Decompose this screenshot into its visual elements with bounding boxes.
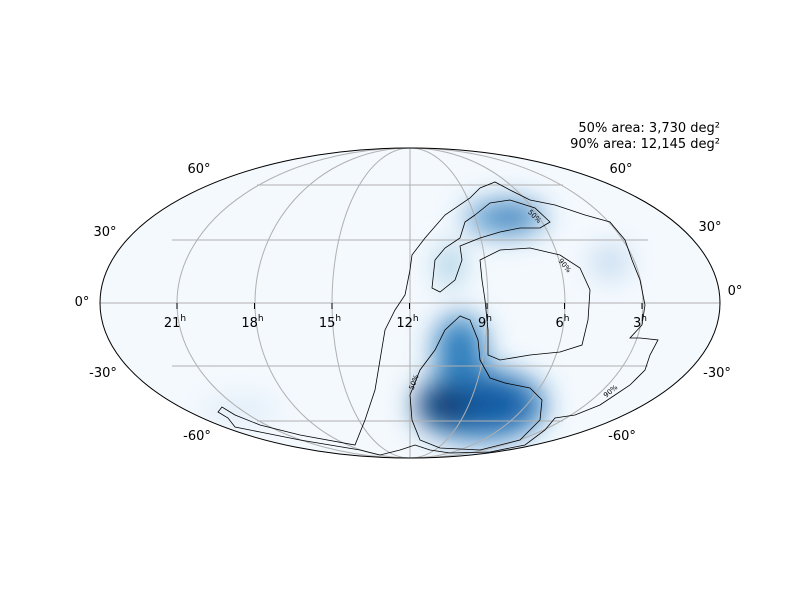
dec-label: 30°: [698, 220, 721, 235]
ra-label: 3h: [633, 314, 647, 331]
dec-label: 60°: [609, 162, 632, 177]
ra-hours: 3: [633, 316, 641, 331]
ra-hours: 6: [556, 316, 564, 331]
ra-label: 12h: [396, 314, 418, 331]
ra-unit: h: [486, 314, 492, 324]
area-annotation: 90% area: 12,145 deg²: [570, 137, 720, 152]
dec-label: 60°: [187, 162, 210, 177]
ra-label: 9h: [478, 314, 492, 331]
ra-unit: h: [641, 314, 647, 324]
ra-unit: h: [335, 314, 341, 324]
dec-label: 30°: [93, 225, 116, 240]
ra-unit: h: [564, 314, 570, 324]
ra-label: 18h: [241, 314, 263, 331]
ra-hours: 9: [478, 316, 486, 331]
ra-unit: h: [258, 314, 264, 324]
ra-ticks: [176, 303, 643, 309]
ra-label: 15h: [319, 314, 341, 331]
ra-label: 6h: [556, 314, 570, 331]
sky-boundary: [99, 147, 721, 459]
dec-label: 0°: [75, 295, 90, 310]
ra-hours: 15: [319, 316, 336, 331]
dec-label: -60°: [608, 429, 636, 444]
contours: [217, 181, 659, 456]
dec-label: -30°: [89, 366, 117, 381]
dec-label: -30°: [703, 366, 731, 381]
ra-hours: 18: [241, 316, 258, 331]
dec-label: -60°: [183, 429, 211, 444]
probability-density: [200, 202, 630, 440]
ra-unit: h: [180, 314, 186, 324]
ra-unit: h: [413, 314, 419, 324]
dec-label: 0°: [728, 284, 743, 299]
area-annotation: 50% area: 3,730 deg²: [578, 121, 720, 136]
ra-label: 21h: [164, 314, 186, 331]
ra-hours: 12: [396, 316, 413, 331]
ra-hours: 21: [164, 316, 181, 331]
